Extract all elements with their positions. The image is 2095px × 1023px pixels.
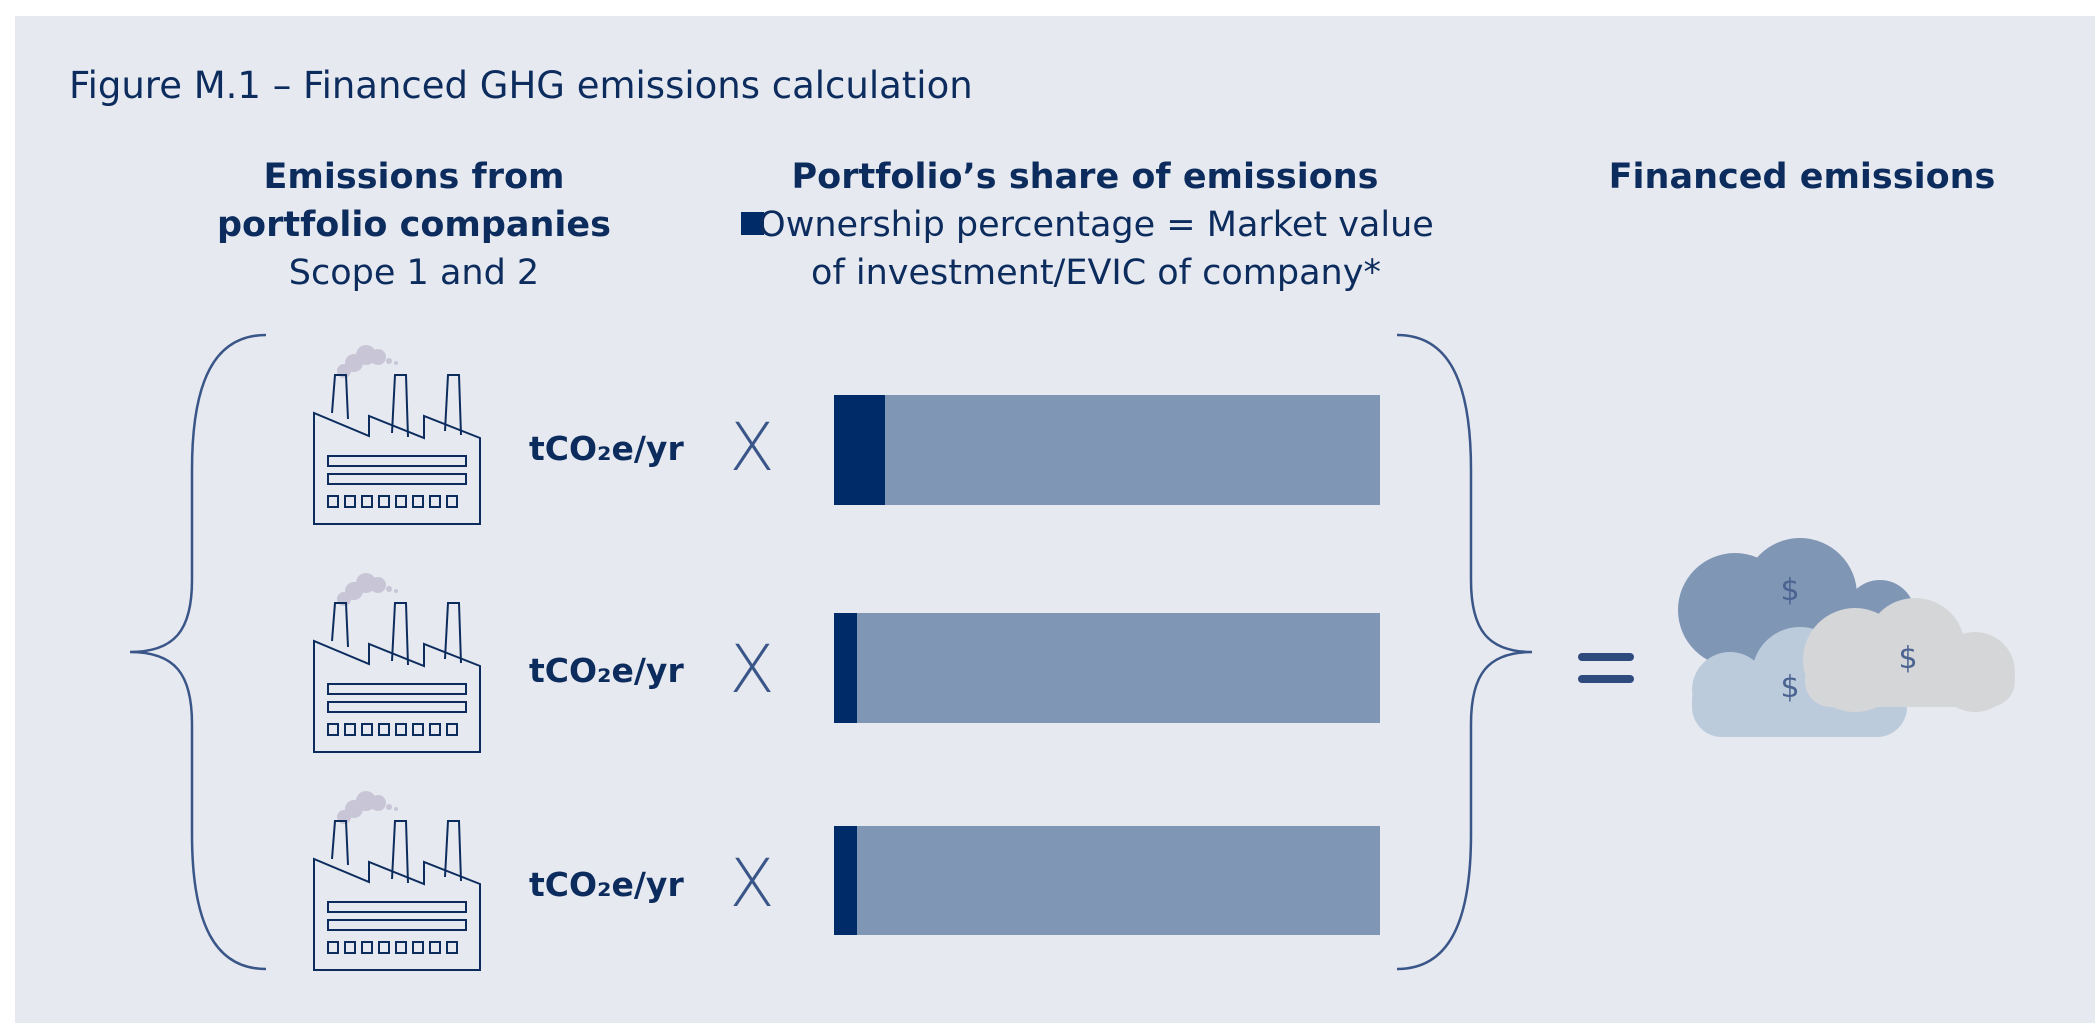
column-heading: Financed emissions [1609, 157, 1996, 197]
currency-symbol: $ [1898, 641, 1917, 676]
unit-label: tCO₂e/yr [529, 651, 684, 690]
column-heading: portfolio companies [217, 205, 611, 245]
legend-text: of investment/EVIC of company* [811, 253, 1381, 293]
unit-label: tCO₂e/yr [529, 865, 684, 904]
multiply-sign: X [729, 409, 774, 486]
diagram: Figure M.1 – Financed GHG emissions calc… [0, 0, 2095, 1023]
currency-symbol: $ [1780, 670, 1799, 705]
ownership-portion [834, 613, 857, 723]
share-bar [834, 613, 1380, 723]
unit-label: tCO₂e/yr [529, 429, 684, 468]
multiply-sign: X [729, 845, 774, 922]
column-subheading: Scope 1 and 2 [289, 253, 539, 293]
column-heading: Emissions from [263, 157, 564, 197]
figure-title: Figure M.1 – Financed GHG emissions calc… [69, 64, 973, 107]
share-bar [834, 826, 1380, 935]
share-bar [834, 395, 1380, 505]
ownership-portion [834, 826, 857, 935]
column-heading: Portfolio’s share of emissions [792, 157, 1379, 197]
legend-text: Ownership percentage = Market value [758, 205, 1434, 245]
currency-symbol: $ [1780, 573, 1799, 608]
ownership-portion [834, 395, 885, 505]
multiply-sign: X [729, 631, 774, 708]
